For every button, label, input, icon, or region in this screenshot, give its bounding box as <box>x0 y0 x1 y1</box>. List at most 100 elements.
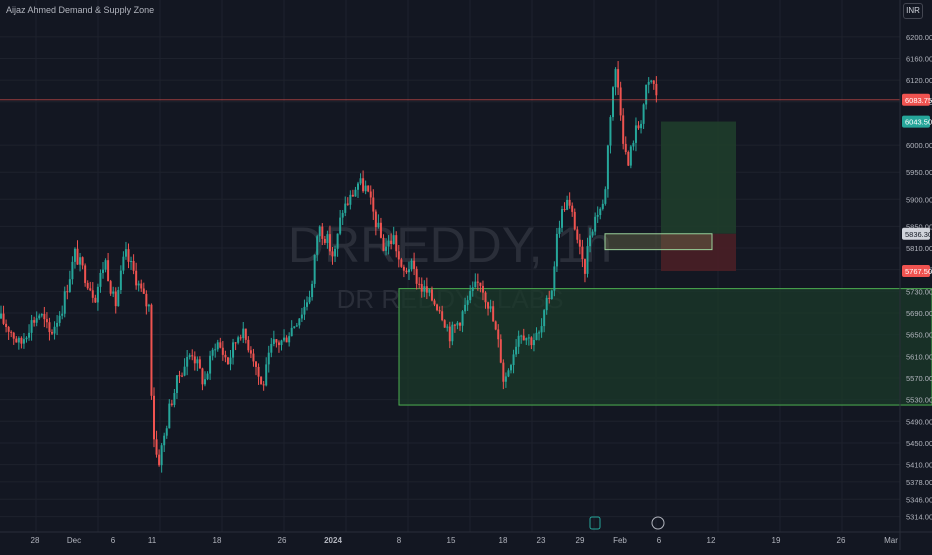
candle-body[interactable] <box>364 185 367 192</box>
candle-body[interactable] <box>68 279 71 292</box>
candle-body[interactable] <box>397 251 400 260</box>
candle-body[interactable] <box>461 311 464 326</box>
candle-body[interactable] <box>265 364 268 386</box>
candle-body[interactable] <box>392 235 395 245</box>
candle-body[interactable] <box>135 270 138 286</box>
candle-body[interactable] <box>379 222 382 238</box>
candle-body[interactable] <box>61 313 64 316</box>
candle-body[interactable] <box>255 361 257 367</box>
candle-body[interactable] <box>137 283 140 286</box>
candle-body[interactable] <box>456 322 459 326</box>
candle-body[interactable] <box>153 395 155 440</box>
candle-body[interactable] <box>262 384 265 386</box>
candle-body[interactable] <box>420 284 423 292</box>
candle-body[interactable] <box>0 313 2 319</box>
candle-body[interactable] <box>522 335 525 341</box>
candle-body[interactable] <box>30 320 33 333</box>
candle-body[interactable] <box>145 293 148 307</box>
candle-body[interactable] <box>7 326 10 332</box>
candle-body[interactable] <box>550 290 553 300</box>
candle-body[interactable] <box>188 355 191 357</box>
candle-body[interactable] <box>594 216 597 232</box>
candle-body[interactable] <box>481 285 484 293</box>
candle-body[interactable] <box>548 297 551 300</box>
candle-body[interactable] <box>5 323 8 327</box>
candle-body[interactable] <box>295 325 298 327</box>
candle-body[interactable] <box>354 189 357 197</box>
candle-body[interactable] <box>395 235 398 252</box>
candle-body[interactable] <box>402 266 405 271</box>
candle-body[interactable] <box>387 240 390 247</box>
candle-body[interactable] <box>372 197 375 212</box>
candle-body[interactable] <box>260 376 263 385</box>
candle-body[interactable] <box>622 115 625 144</box>
candle-body[interactable] <box>249 350 252 354</box>
candle-body[interactable] <box>196 359 199 364</box>
candle-body[interactable] <box>293 326 296 328</box>
candle-body[interactable] <box>451 324 454 342</box>
candle-body[interactable] <box>99 272 102 287</box>
candle-body[interactable] <box>318 226 321 237</box>
candle-body[interactable] <box>12 332 15 339</box>
candle-body[interactable] <box>438 310 441 312</box>
candle-body[interactable] <box>344 203 347 213</box>
candle-body[interactable] <box>573 211 576 230</box>
candle-body[interactable] <box>15 338 18 343</box>
candle-body[interactable] <box>326 234 329 243</box>
candle-body[interactable] <box>568 199 571 206</box>
candle-body[interactable] <box>71 261 74 280</box>
candle-body[interactable] <box>484 292 487 303</box>
candle-body[interactable] <box>38 315 41 319</box>
candle-body[interactable] <box>91 290 94 298</box>
candle-body[interactable] <box>476 281 479 283</box>
candle-body[interactable] <box>652 80 655 84</box>
candle-body[interactable] <box>576 229 579 240</box>
candle-body[interactable] <box>275 339 278 343</box>
candle-body[interactable] <box>221 347 224 355</box>
candle-body[interactable] <box>81 257 84 266</box>
candle-body[interactable] <box>104 260 107 270</box>
candle-body[interactable] <box>56 322 59 327</box>
candle-body[interactable] <box>382 237 385 251</box>
candle-body[interactable] <box>530 337 533 346</box>
candle-body[interactable] <box>201 368 204 385</box>
candle-body[interactable] <box>634 125 637 143</box>
candle-body[interactable] <box>479 282 482 286</box>
candle-body[interactable] <box>183 366 186 376</box>
candle-body[interactable] <box>601 203 604 209</box>
candle-body[interactable] <box>446 326 449 328</box>
candle-body[interactable] <box>362 178 365 192</box>
candle-body[interactable] <box>155 439 158 455</box>
dividend-marker-icon[interactable] <box>651 516 665 530</box>
candle-body[interactable] <box>497 329 500 340</box>
candle-body[interactable] <box>535 332 538 340</box>
candle-body[interactable] <box>323 238 326 243</box>
candle-body[interactable] <box>300 314 303 319</box>
candle-body[interactable] <box>561 209 563 228</box>
candle-body[interactable] <box>150 304 153 396</box>
candle-body[interactable] <box>280 340 283 346</box>
candle-body[interactable] <box>555 233 558 267</box>
candle-body[interactable] <box>390 240 393 245</box>
candle-body[interactable] <box>237 337 240 343</box>
candle-body[interactable] <box>158 454 161 466</box>
candle-body[interactable] <box>408 269 410 273</box>
candle-body[interactable] <box>499 339 502 363</box>
candle-body[interactable] <box>642 104 645 124</box>
candle-body[interactable] <box>571 205 574 212</box>
candle-body[interactable] <box>525 338 528 341</box>
candle-body[interactable] <box>66 291 69 293</box>
candle-body[interactable] <box>349 194 352 205</box>
candle-body[interactable] <box>512 354 515 366</box>
indicator-label[interactable]: Aijaz Ahmed Demand & Supply Zone <box>6 5 155 15</box>
candle-body[interactable] <box>229 357 232 365</box>
candle-body[interactable] <box>170 403 173 405</box>
candle-body[interactable] <box>114 291 117 307</box>
currency-button[interactable]: INR <box>903 3 923 19</box>
candle-body[interactable] <box>655 83 658 96</box>
candle-body[interactable] <box>428 289 431 293</box>
candle-body[interactable] <box>443 320 446 328</box>
candle-body[interactable] <box>471 287 474 292</box>
